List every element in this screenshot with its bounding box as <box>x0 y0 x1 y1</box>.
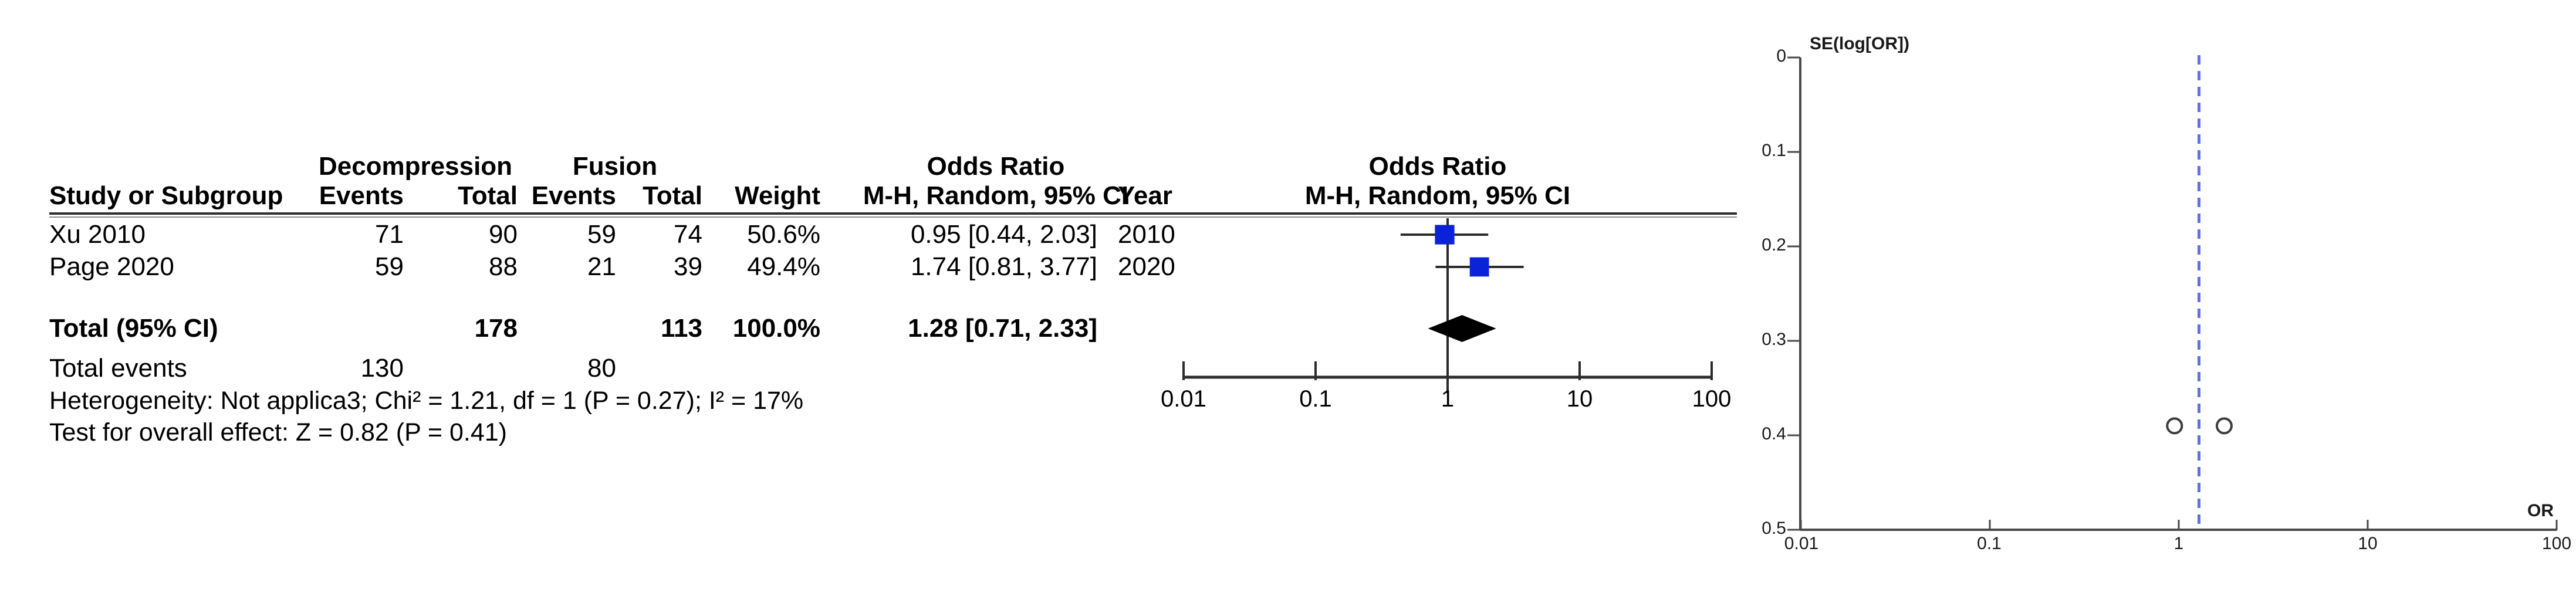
cell-year: 2020 <box>1118 252 1175 281</box>
total-row-estimate: 1.28 [0.71, 2.33] <box>908 314 1097 343</box>
forest-tick-label: 0.01 <box>1161 386 1206 412</box>
study-point <box>2166 417 2183 435</box>
cell-total-2: 74 <box>674 220 702 249</box>
study-point <box>2215 417 2233 435</box>
forest-tick-label: 1 <box>1441 386 1455 412</box>
overall-effect-note: Test for overall effect: Z = 0.82 (P = 0… <box>49 418 507 446</box>
total-row-label: Total (95% CI) <box>49 314 218 343</box>
col-header-mh-ci-graphic: M-H, Random, 95% CI <box>1304 181 1571 210</box>
cell-events-2: 21 <box>587 252 616 281</box>
funnel-y-tick-label: 0.4 <box>1762 424 1786 444</box>
col-header-total-1: Total <box>458 181 518 210</box>
funnel-x-tick-label: 0.01 <box>1784 534 1819 553</box>
funnel-x-axis-title: OR <box>2527 501 2554 520</box>
funnel-y-tick-label: 0.2 <box>1762 235 1786 255</box>
header-separator <box>49 212 1737 215</box>
col-header-total-2: Total <box>643 181 702 210</box>
cell-events-2: 59 <box>587 220 616 249</box>
forest-tick-label: 10 <box>1566 386 1593 412</box>
total-events-label: Total events <box>49 354 187 382</box>
funnel-x-tick-label: 0.1 <box>1977 534 2002 553</box>
pooled-diamond <box>1428 315 1496 342</box>
funnel-y-tick-label: 0.3 <box>1762 330 1786 349</box>
funnel-x-tick-label: 100 <box>2541 534 2572 553</box>
total-row-weight: 100.0% <box>732 314 820 343</box>
cell-study: Page 2020 <box>49 252 174 281</box>
cell-weight: 50.6% <box>747 220 820 249</box>
col-header-odds-ratio-text: Odds Ratio <box>927 152 1065 181</box>
header-separator-thin <box>49 216 1737 218</box>
cell-weight: 49.4% <box>747 252 820 281</box>
col-header-events-1: Events <box>319 181 404 210</box>
funnel-graphics <box>1787 55 2558 531</box>
funnel-x-tick-label: 1 <box>2173 534 2184 553</box>
col-header-mh-ci: M-H, Random, 95% CI <box>863 181 1129 210</box>
funnel-y-tick-label: 0.5 <box>1762 519 1786 538</box>
funnel-y-axis-title: SE(log[OR]) <box>1810 34 1909 53</box>
cell-total-2: 39 <box>674 252 702 281</box>
cell-study: Xu 2010 <box>49 220 146 249</box>
total-row-total-2: 113 <box>661 314 702 343</box>
col-header-study: Study or Subgroup <box>49 181 283 210</box>
cell-estimate: 1.74 [0.81, 3.77] <box>910 252 1097 281</box>
col-header-events-2: Events <box>531 181 616 210</box>
heterogeneity-note: Heterogeneity: Not applica3; Chi² = 1.21… <box>49 387 804 415</box>
total-events-events-2: 80 <box>587 354 616 382</box>
funnel-x-tick-label: 10 <box>2358 534 2378 553</box>
forest-graphics <box>1182 218 1713 393</box>
col-header-weight: Weight <box>735 181 820 210</box>
cell-year: 2010 <box>1118 220 1175 249</box>
cell-total-1: 88 <box>489 252 518 281</box>
forest-tick-label: 0.1 <box>1299 386 1332 412</box>
forest-tick-label: 100 <box>1692 386 1732 412</box>
cell-events-1: 59 <box>375 252 404 281</box>
col-header-fusion: Fusion <box>572 152 658 181</box>
effect-square <box>1435 225 1455 245</box>
effect-square <box>1469 257 1489 277</box>
col-header-year: Year <box>1118 181 1172 210</box>
funnel-y-tick-label: 0 <box>1776 46 1786 66</box>
col-header-odds-ratio-graphic: Odds Ratio <box>1368 152 1507 181</box>
cell-estimate: 0.95 [0.44, 2.03] <box>910 220 1097 249</box>
total-events-events-1: 130 <box>360 354 404 382</box>
funnel-y-tick-label: 0.1 <box>1762 141 1786 160</box>
total-row-total-1: 178 <box>474 314 518 343</box>
cell-events-1: 71 <box>375 220 404 249</box>
cell-total-1: 90 <box>489 220 518 249</box>
col-header-decompression: Decompression <box>318 152 513 181</box>
